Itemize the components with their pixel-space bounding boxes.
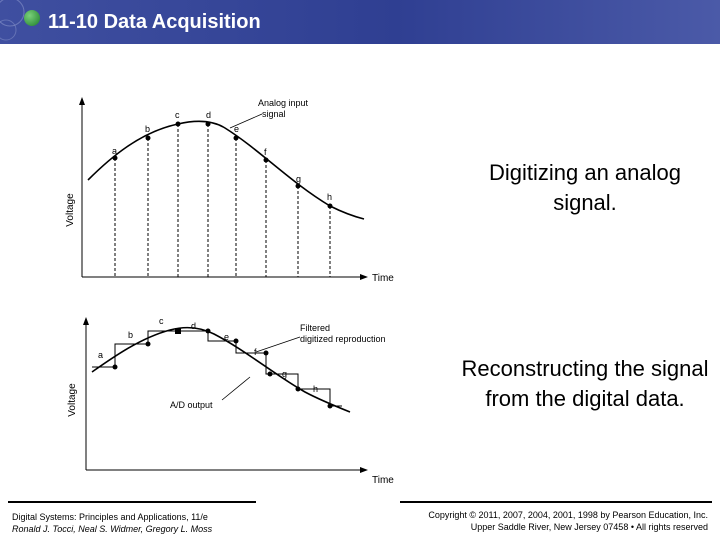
top-sample-points xyxy=(112,121,333,209)
footer-left-line2: Ronald J. Tocci, Neal S. Widmer, Gregory… xyxy=(12,524,213,534)
top-y-label: Voltage xyxy=(65,193,76,227)
top-label-e: e xyxy=(234,124,239,134)
bottom-x-arrow xyxy=(360,467,368,473)
top-label-f: f xyxy=(264,147,267,157)
title-bar: 11-10 Data Acquisition xyxy=(0,0,720,44)
top-label-c: c xyxy=(175,110,180,120)
footer-rule-right xyxy=(400,501,712,503)
bottom-label-h: h xyxy=(313,384,318,394)
top-label-h: h xyxy=(327,192,332,202)
top-label-a: a xyxy=(112,146,117,156)
bottom-label-a: a xyxy=(98,350,103,360)
ad-output-leader xyxy=(221,376,251,401)
top-label-g: g xyxy=(296,174,301,184)
slide-title: 11-10 Data Acquisition xyxy=(48,11,261,33)
bottom-label-g: g xyxy=(282,369,287,379)
filtered-label-2: digitized reproduction xyxy=(300,334,386,344)
bottom-label-e: e xyxy=(224,332,229,342)
bottom-point-labels: a b c d e f g h xyxy=(98,316,318,394)
top-label-d: d xyxy=(206,110,211,120)
bottom-y-arrow xyxy=(83,317,89,325)
header-decoration xyxy=(0,0,40,44)
top-label-b: b xyxy=(145,124,150,134)
footer-rule-left xyxy=(8,501,256,503)
filtered-reproduction-curve xyxy=(91,326,351,413)
filtered-leader xyxy=(255,336,301,353)
bottom-label-c: c xyxy=(159,316,164,326)
analog-input-label-2: signal xyxy=(262,109,286,119)
digitizing-diagram: Voltage Time a b c d e f g h Analog inpu… xyxy=(65,97,394,284)
bottom-label-b: b xyxy=(128,330,133,340)
bottom-x-label: Time xyxy=(372,475,394,486)
analog-signal-curve xyxy=(87,120,365,220)
filtered-label-1: Filtered xyxy=(300,323,330,333)
footer-right: Copyright © 2011, 2007, 2004, 2001, 1998… xyxy=(428,509,708,533)
footer-right-line1: Copyright © 2011, 2007, 2004, 2001, 1998… xyxy=(428,510,708,520)
footer-left: Digital Systems: Principles and Applicat… xyxy=(12,511,212,535)
bottom-sample-points xyxy=(112,328,333,409)
bottom-label-f: f xyxy=(254,347,257,357)
caption-reconstructing: Reconstructing the signal from the digit… xyxy=(461,356,709,411)
top-x-label: Time xyxy=(372,273,394,284)
reconstruction-diagram: Voltage Time a b c d e f g h Filtered di… xyxy=(67,316,394,486)
bottom-y-label: Voltage xyxy=(67,383,78,417)
analog-input-label-1: Analog input xyxy=(258,98,309,108)
ad-output-label: A/D output xyxy=(170,400,213,410)
top-point-labels: a b c d e f g h xyxy=(112,110,332,202)
footer-left-line1: Digital Systems: Principles and Applicat… xyxy=(12,512,208,522)
bottom-label-d: d xyxy=(191,321,196,331)
caption-digitizing: Digitizing an analog signal. xyxy=(488,160,682,215)
top-sample-lines xyxy=(114,124,331,277)
top-y-arrow xyxy=(79,97,85,105)
bullet-icon xyxy=(24,10,40,26)
analog-input-leader xyxy=(229,113,263,129)
footer-right-line2: Upper Saddle River, New Jersey 07458 • A… xyxy=(470,522,708,532)
top-x-arrow xyxy=(360,274,368,280)
